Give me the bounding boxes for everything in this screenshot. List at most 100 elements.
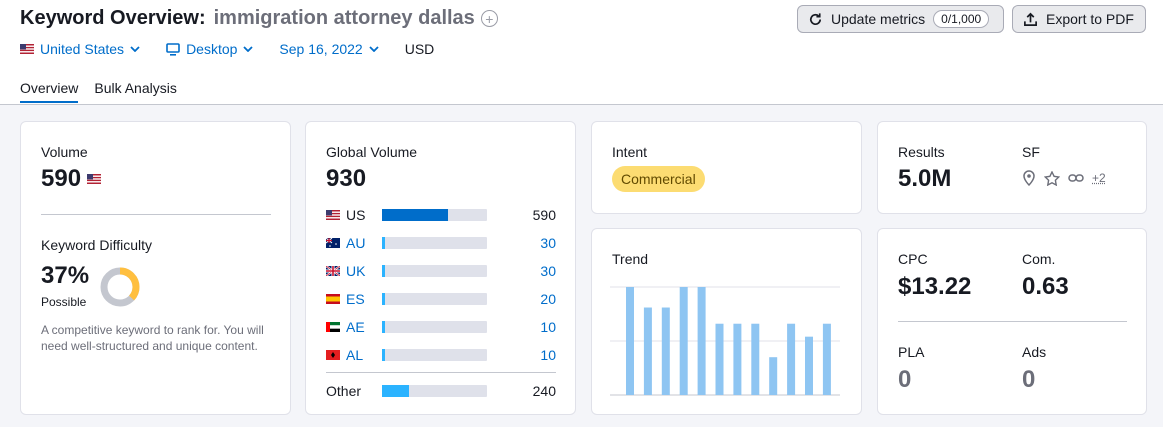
pla-label: PLA [898,344,925,360]
keyword-difficulty-value: 37% [41,262,90,289]
global-volume-label: Global Volume [326,144,418,160]
country-select[interactable]: United States [20,41,140,57]
country-code[interactable]: ES [346,291,365,307]
tab-bulk-analysis[interactable]: Bulk Analysis [94,80,177,96]
keyword-text: immigration attorney dallas [213,7,475,29]
trend-card: Trend [591,228,862,415]
sf-label: SF [1022,144,1040,160]
ae-flag-icon [326,322,340,332]
country-volume[interactable]: 30 [540,235,556,251]
volume-bar-fill [382,237,385,249]
country-row-au[interactable]: AU 30 [326,235,556,251]
chevron-down-icon [369,46,379,52]
tab-bar: Overview Bulk Analysis [20,80,193,103]
cpc-card: CPC $13.22 Com. 0.63 PLA 0 Ads 0 [877,228,1147,415]
country-row-us: US 590 [326,207,556,223]
trend-bar[interactable] [751,323,760,395]
intent-card: Intent Commercial [591,121,862,214]
trend-bar[interactable] [679,287,688,395]
volume-value-row: 590 [41,165,102,193]
star-icon[interactable] [1044,170,1060,186]
export-pdf-label: Export to PDF [1046,11,1134,27]
country-volume[interactable]: 10 [540,319,556,335]
global-volume-card: Global Volume 930 US 590 AU 30 UK 30 ES … [305,121,576,415]
page-header: Keyword Overview: immigration attorney d… [0,0,1163,105]
country-label: United States [40,41,125,57]
location-icon[interactable] [1022,170,1036,186]
us-flag-icon [326,210,340,220]
link-icon[interactable] [1068,172,1084,184]
volume-bar [382,237,487,249]
trend-bar[interactable] [805,336,813,395]
us-flag-icon [20,44,34,54]
trend-bar[interactable] [715,323,724,395]
cpc-label: CPC [898,251,928,267]
volume-bar [382,349,487,361]
country-row-es[interactable]: ES 20 [326,291,556,307]
country-row-al[interactable]: AL 10 [326,347,556,363]
page-title-label: Keyword Overview: [20,7,206,29]
trend-bar[interactable] [661,307,670,395]
country-code: US [346,207,366,223]
country-code[interactable]: UK [346,263,366,279]
country-volume[interactable]: 30 [540,263,556,279]
country-row-uk[interactable]: UK 30 [326,263,556,279]
keyword-difficulty-level: Possible [41,295,87,309]
trend-bar[interactable] [643,307,652,395]
volume-bar [382,385,487,397]
device-select[interactable]: Desktop [166,41,254,57]
country-row-ae[interactable]: AE 10 [326,319,556,335]
competition-value: 0.63 [1022,273,1069,300]
country-row-other: Other 240 [326,383,556,399]
volume-bar [382,293,487,305]
trend-bar[interactable] [787,323,796,395]
country-code[interactable]: AE [346,319,365,335]
currency-label: USD [404,41,435,57]
volume-value: 590 [41,165,82,192]
global-volume-value: 930 [326,165,367,192]
update-metrics-counter: 0/1,000 [933,10,990,28]
tab-overview[interactable]: Overview [20,80,79,103]
chevron-down-icon [130,46,140,52]
export-pdf-button[interactable]: Export to PDF [1012,5,1146,33]
volume-bar-fill [382,209,448,221]
add-keyword-icon[interactable]: + [480,10,498,27]
cpc-value: $13.22 [898,273,972,300]
filters-bar: United States Desktop Sep 16, 2022 USD [20,40,460,58]
country-code[interactable]: AL [346,347,364,363]
device-label: Desktop [186,41,238,57]
results-value: 5.0M [898,165,952,192]
trend-label: Trend [612,251,649,267]
page-title: Keyword Overview: immigration attorney d… [20,7,498,30]
volume-bar [382,321,487,333]
date-label: Sep 16, 2022 [279,41,363,57]
trend-bar[interactable] [822,323,831,395]
date-select[interactable]: Sep 16, 2022 [279,41,379,57]
country-volume[interactable]: 10 [540,347,556,363]
update-metrics-label: Update metrics [831,11,926,27]
other-volume: 240 [532,383,556,399]
keyword-difficulty-description: A competitive keyword to rank for. You w… [41,323,264,353]
pla-value: 0 [898,366,912,393]
al-flag-icon [326,350,340,360]
keyword-difficulty-donut [100,267,140,307]
country-volume[interactable]: 20 [540,291,556,307]
update-metrics-button[interactable]: Update metrics 0/1,000 [797,5,1004,33]
country-volume: 590 [532,207,556,223]
trend-bar[interactable] [769,357,778,395]
volume-bar-fill [382,349,385,361]
es-flag-icon [326,294,340,304]
sf-more-link[interactable]: +2 [1092,171,1106,185]
trend-bar[interactable] [626,287,634,395]
uk-flag-icon [326,266,340,276]
chevron-down-icon [243,46,254,52]
refresh-icon [808,12,823,27]
volume-bar [382,265,487,277]
au-flag-icon [326,238,340,248]
ads-label: Ads [1022,344,1047,360]
trend-bar[interactable] [697,287,706,395]
country-code[interactable]: AU [346,235,366,251]
volume-bar-fill [382,385,409,397]
trend-bar[interactable] [733,323,742,395]
other-label: Other [326,383,362,399]
